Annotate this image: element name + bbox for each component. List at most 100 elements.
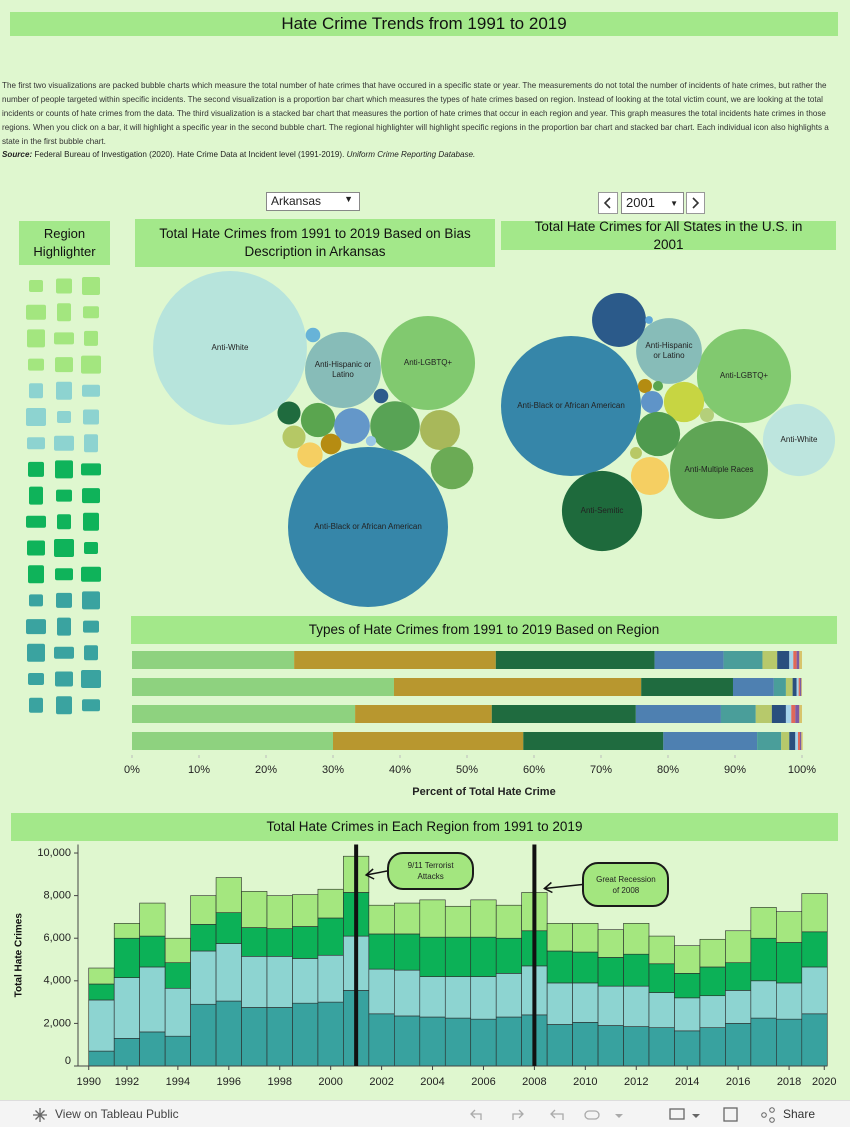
bar-segment <box>241 891 268 928</box>
bar-segment <box>546 982 573 1025</box>
bubble <box>305 332 381 408</box>
tableau-link[interactable]: View on Tableau Public <box>55 1107 179 1121</box>
bar-segment <box>470 899 497 938</box>
state-icon[interactable] <box>55 671 73 687</box>
fullscreen-icon[interactable] <box>723 1107 738 1122</box>
state-icon[interactable] <box>81 463 101 476</box>
bar-segment <box>470 976 497 1020</box>
x-tick-label: 2010 <box>573 1076 597 1088</box>
more-icon[interactable] <box>615 1114 623 1118</box>
bar-segment <box>654 651 724 669</box>
state-icon[interactable] <box>55 357 73 373</box>
download-icon[interactable] <box>669 1108 685 1120</box>
state-icon[interactable] <box>29 280 43 292</box>
state-icon[interactable] <box>55 568 73 581</box>
state-icon[interactable] <box>26 515 46 528</box>
state-icon[interactable] <box>82 384 100 397</box>
state-icon[interactable] <box>83 512 99 531</box>
year-dropdown[interactable]: 2001 ▼ <box>621 192 684 214</box>
x-tick-label: 2012 <box>624 1076 648 1088</box>
state-icon[interactable] <box>83 306 99 319</box>
share-icon[interactable] <box>761 1112 767 1118</box>
state-icon[interactable] <box>56 489 72 502</box>
year-value: 2001 <box>626 195 655 210</box>
state-icon[interactable] <box>26 304 46 320</box>
state-icon[interactable] <box>81 355 101 374</box>
state-icon[interactable] <box>29 697 43 713</box>
state-icon[interactable] <box>28 565 44 584</box>
x-tick-label: 1990 <box>76 1076 100 1088</box>
state-icon[interactable] <box>83 409 99 425</box>
state-icon[interactable] <box>29 594 43 607</box>
state-icon[interactable] <box>83 620 99 633</box>
state-icon[interactable] <box>84 542 98 554</box>
bar-segment <box>113 923 140 939</box>
bubble <box>288 447 448 607</box>
bar-segment <box>597 985 624 1026</box>
state-icon[interactable] <box>54 435 74 451</box>
state-icon[interactable] <box>29 486 43 505</box>
share-button[interactable]: Share <box>783 1107 816 1121</box>
download-menu[interactable] <box>692 1114 700 1118</box>
prev-year-button[interactable] <box>598 192 618 214</box>
state-icon[interactable] <box>55 460 73 479</box>
x-tick-label: 1998 <box>267 1076 291 1088</box>
state-icon[interactable] <box>57 514 71 530</box>
bar-segment <box>132 705 356 723</box>
state-icon[interactable] <box>81 670 101 688</box>
bar-segment <box>791 705 796 723</box>
state-icon[interactable] <box>84 330 98 346</box>
state-icon[interactable] <box>82 488 100 504</box>
bar-segment <box>623 1026 650 1067</box>
bubble <box>300 402 336 438</box>
state-icon[interactable] <box>84 645 98 661</box>
state-icon[interactable] <box>56 381 72 400</box>
state-icon[interactable] <box>28 358 44 371</box>
bar-segment <box>635 705 721 723</box>
state-icon[interactable] <box>28 673 44 685</box>
state-icon[interactable] <box>27 540 45 556</box>
state-icon[interactable] <box>82 591 100 610</box>
bar-segment <box>164 962 191 989</box>
state-icon[interactable] <box>27 329 45 348</box>
state-icon[interactable] <box>26 619 46 635</box>
bar-segment <box>776 942 803 984</box>
state-icon[interactable] <box>27 643 45 662</box>
state-icon[interactable] <box>84 434 98 453</box>
state-icon[interactable] <box>28 461 44 477</box>
state-icon[interactable] <box>27 437 45 450</box>
bubble <box>636 318 702 384</box>
state-icon[interactable] <box>54 332 74 345</box>
bar-segment <box>776 1018 803 1067</box>
pause-icon[interactable] <box>584 1110 600 1120</box>
bubble <box>420 410 460 450</box>
y-tick-label: 10,000 <box>37 847 71 859</box>
undo-icon[interactable] <box>470 1109 482 1120</box>
bar-segment <box>266 956 293 1008</box>
redo-icon[interactable] <box>512 1109 524 1120</box>
bubble-label: Anti-Hispanic or Latino <box>314 360 372 379</box>
state-dropdown[interactable]: Arkansas ▼ <box>266 192 360 211</box>
bubble-label: Anti-Black or African American <box>314 522 422 531</box>
bar-segment <box>241 1007 268 1067</box>
state-icon[interactable] <box>57 303 71 322</box>
next-year-button[interactable] <box>686 192 705 214</box>
revert-icon[interactable] <box>550 1109 564 1120</box>
share-icon <box>769 1117 775 1123</box>
state-icon[interactable] <box>56 696 72 715</box>
state-icon[interactable] <box>82 699 100 712</box>
state-icon[interactable] <box>82 277 100 295</box>
y-axis-label: Total Hate Crimes <box>14 913 25 998</box>
state-icon[interactable] <box>57 617 71 636</box>
state-icon[interactable] <box>54 539 74 557</box>
state-icon[interactable] <box>56 278 72 294</box>
x-tick-label: 80% <box>657 764 679 776</box>
state-icon[interactable] <box>57 411 71 423</box>
bar-segment <box>572 982 599 1023</box>
bar-segment <box>623 985 650 1027</box>
state-icon[interactable] <box>54 646 74 659</box>
state-icon[interactable] <box>56 592 72 608</box>
state-icon[interactable] <box>26 408 46 426</box>
state-icon[interactable] <box>81 566 101 582</box>
state-icon[interactable] <box>29 383 43 399</box>
